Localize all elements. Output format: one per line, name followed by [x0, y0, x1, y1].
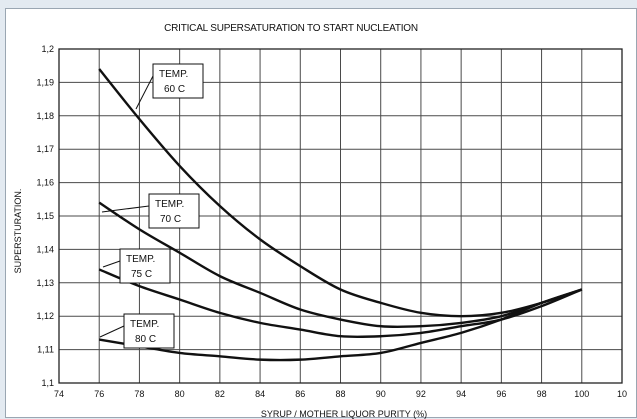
series-line-1 — [98, 201, 583, 329]
y-tick-label: 1,13 — [36, 278, 54, 288]
x-tick-label: 90 — [376, 389, 386, 399]
grid-lines — [58, 48, 623, 384]
x-tick-label: 84 — [255, 389, 265, 399]
annotation-label: 70 C — [160, 214, 181, 225]
x-tick-label: 92 — [416, 389, 426, 399]
x-tick-label: 80 — [175, 389, 185, 399]
y-tick-label: 1,11 — [37, 345, 54, 355]
annotation-leader — [99, 325, 125, 338]
x-axis-ticks: 74 76 78 80 82 84 86 88 90 92 94 96 98 100 10 — [54, 389, 627, 399]
y-tick-label: 1,12 — [36, 311, 54, 321]
x-tick-label: 100 — [574, 389, 589, 399]
annotation-label: 60 C — [164, 84, 185, 95]
annotation-label: TEMP. — [159, 69, 188, 80]
x-tick-label: 10 — [617, 389, 627, 399]
annotation-box — [123, 313, 175, 349]
y-tick-label: 1,17 — [36, 144, 54, 154]
series-line-3 — [99, 288, 583, 362]
y-axis-label: SUPERSTURATION. — [13, 189, 23, 274]
y-tick-label: 1,1 — [41, 378, 54, 388]
y-tick-label: 1,16 — [36, 178, 54, 188]
annotation-box — [152, 63, 204, 99]
annotation-box — [119, 248, 171, 284]
annotation-label: TEMP. — [155, 199, 184, 210]
x-tick-label: 88 — [335, 389, 345, 399]
plot-border — [58, 48, 623, 384]
annotation-label: TEMP. — [126, 254, 155, 265]
x-axis-label: SYRUP / MOTHER LIQUOR PURITY (%) — [261, 409, 427, 419]
y-tick-label: 1,18 — [36, 111, 54, 121]
series-annotations: TEMP. 60 C TEMP. 70 C TEMP. 75 C TEMP. 80 C — [99, 63, 204, 349]
annotation-leader — [101, 205, 150, 213]
x-tick-label: 74 — [54, 389, 64, 399]
x-tick-label: 86 — [295, 389, 305, 399]
chart-frame: TEMP. 60 C TEMP. 70 C TEMP. 75 C TEMP. 80 C 74 7… — [5, 8, 637, 419]
annotation-label: 80 C — [135, 334, 156, 345]
annotation-label: TEMP. — [130, 319, 159, 330]
series-curves — [98, 68, 583, 362]
annotation-leader — [135, 75, 154, 110]
annotation-box — [148, 193, 200, 229]
x-tick-label: 94 — [456, 389, 466, 399]
x-tick-label: 82 — [215, 389, 225, 399]
x-tick-label: 76 — [94, 389, 104, 399]
x-tick-label: 78 — [134, 389, 144, 399]
annotation-leader — [102, 260, 121, 268]
y-tick-label: 1,15 — [36, 211, 54, 221]
y-tick-label: 1,19 — [36, 77, 54, 87]
y-tick-label: 1,2 — [41, 44, 54, 54]
chart-title: CRITICAL SUPERSATURATION TO START NUCLEA… — [164, 23, 418, 34]
y-axis-ticks: 1,1 1,11 1,12 1,13 1,14 1,15 1,16 1,17 1,18 1,19 1… — [36, 44, 54, 388]
x-tick-label: 96 — [496, 389, 506, 399]
annotation-label: 75 C — [131, 269, 152, 280]
x-tick-label: 98 — [537, 389, 547, 399]
series-line-0 — [98, 68, 583, 318]
y-tick-label: 1,14 — [36, 244, 54, 254]
